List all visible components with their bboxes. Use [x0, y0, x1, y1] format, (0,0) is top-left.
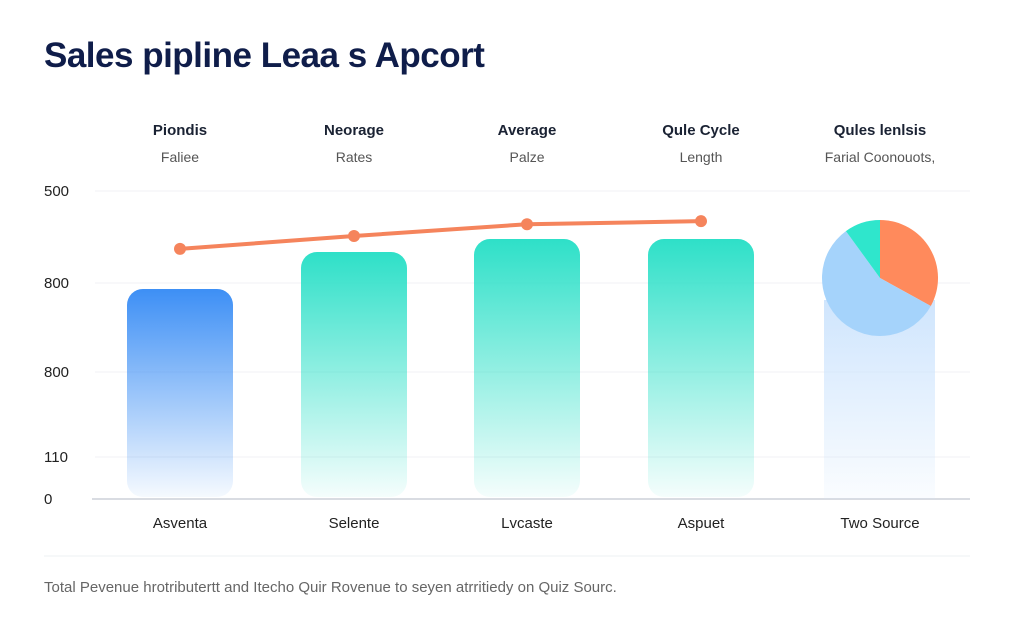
column-subheading: Faliee	[160, 149, 200, 165]
line-point	[174, 242, 186, 255]
column-subheading: Rates	[335, 149, 373, 165]
bar	[127, 288, 233, 497]
column-heading: Piondis	[152, 122, 208, 139]
column-subheading: Palze	[509, 149, 545, 165]
bar	[301, 251, 407, 497]
pie-slice	[845, 220, 880, 278]
pie-slice	[822, 231, 931, 336]
y-tick-label: 110	[44, 449, 68, 466]
column-heading: Qules lenlsis	[833, 122, 927, 139]
column-heading: Neorage	[323, 122, 385, 139]
footer-note: Total Pevenue hrotributertt and Itecho Q…	[44, 579, 617, 596]
y-tick-label: 0	[44, 491, 52, 508]
line-point	[348, 229, 360, 242]
x-tick-label: Asventa	[153, 515, 208, 532]
bar	[648, 239, 754, 497]
line-point	[695, 215, 707, 228]
column-header: Average Palze	[437, 122, 617, 165]
y-tick-label: 800	[44, 364, 69, 381]
column-header: Qules lenlsis Farial Coonouots,	[790, 122, 970, 165]
line-series	[178, 219, 703, 251]
column-header: Neorage Rates	[264, 122, 444, 165]
bar	[474, 239, 580, 497]
y-tick-label: 800	[44, 275, 69, 292]
column-header: Qule Cycle Length	[611, 122, 791, 165]
x-tick-label: Lvcaste	[501, 515, 553, 532]
x-tick-label: Two Source	[840, 515, 919, 532]
pie-slice	[880, 220, 938, 306]
column-heading: Qule Cycle	[662, 122, 740, 139]
column-subheading: Length	[679, 149, 723, 165]
column-heading: Average	[497, 122, 557, 139]
column-subheading: Farial Coonouots,	[824, 149, 936, 165]
x-tick-label: Aspuet	[678, 515, 726, 532]
line-point	[521, 218, 533, 231]
x-tick-label: Selente	[329, 515, 380, 532]
y-tick-label: 500	[44, 183, 69, 200]
column-header: Piondis Faliee	[90, 122, 270, 165]
chart-title: Sales pipline Leaa s Apcort	[44, 36, 485, 75]
